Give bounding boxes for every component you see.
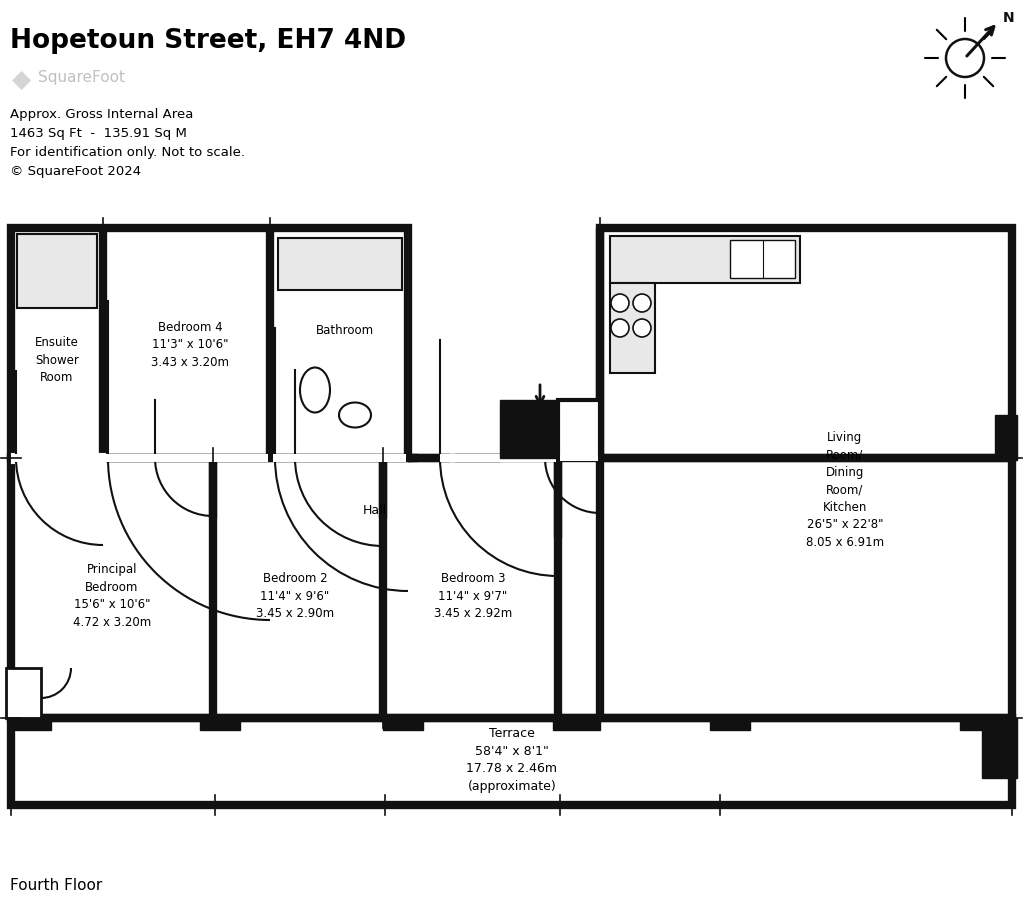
Text: ◆: ◆ xyxy=(12,68,32,92)
Text: Hopetoun Street, EH7 4ND: Hopetoun Street, EH7 4ND xyxy=(10,28,407,54)
Circle shape xyxy=(633,319,651,337)
Bar xyxy=(14,454,101,462)
Text: SquareFoot: SquareFoot xyxy=(38,70,125,85)
Bar xyxy=(995,415,1017,460)
Bar xyxy=(610,283,655,373)
Bar xyxy=(600,228,1012,458)
Text: Living
Room/
Dining
Room/
Kitchen
26'5" x 22'8"
8.05 x 6.91m: Living Room/ Dining Room/ Kitchen 26'5" … xyxy=(806,431,884,549)
Text: Terrace
58'4" x 8'1"
17.78 x 2.46m
(approximate): Terrace 58'4" x 8'1" 17.78 x 2.46m (appr… xyxy=(467,727,557,793)
Circle shape xyxy=(633,294,651,312)
Circle shape xyxy=(611,319,629,337)
Bar xyxy=(273,454,406,462)
Text: Bedroom 4
11'3" x 10'6"
3.43 x 3.20m: Bedroom 4 11'3" x 10'6" 3.43 x 3.20m xyxy=(151,321,229,369)
Text: N: N xyxy=(1002,11,1015,25)
Text: Approx. Gross Internal Area
1463 Sq Ft  -  135.91 Sq M
For identification only. : Approx. Gross Internal Area 1463 Sq Ft -… xyxy=(10,108,245,178)
Text: Bedroom 3
11'4" x 9'7"
3.45 x 2.92m: Bedroom 3 11'4" x 9'7" 3.45 x 2.92m xyxy=(434,572,512,620)
Bar xyxy=(11,718,1012,805)
Bar xyxy=(295,454,381,462)
Bar xyxy=(17,234,97,308)
Text: Fourth Floor: Fourth Floor xyxy=(10,878,102,893)
Bar xyxy=(560,455,598,461)
Bar xyxy=(440,454,556,462)
Bar xyxy=(600,228,1012,458)
Bar xyxy=(982,718,1017,778)
Bar xyxy=(558,400,600,458)
Text: Principal
Bedroom
15'6" x 10'6"
4.72 x 3.20m: Principal Bedroom 15'6" x 10'6" 4.72 x 3… xyxy=(73,564,152,629)
Bar xyxy=(710,718,750,730)
Bar xyxy=(500,400,558,458)
Bar xyxy=(11,458,1012,718)
Text: Ensuite
Shower
Room: Ensuite Shower Room xyxy=(35,336,79,384)
Bar xyxy=(11,458,1012,718)
Bar xyxy=(553,718,600,730)
Bar xyxy=(11,718,51,730)
Ellipse shape xyxy=(300,367,330,413)
Bar xyxy=(383,718,423,730)
Bar xyxy=(610,236,800,283)
Bar xyxy=(278,238,402,290)
Bar xyxy=(6,668,41,718)
Text: Bathroom: Bathroom xyxy=(316,324,374,336)
Bar xyxy=(11,228,408,458)
Ellipse shape xyxy=(339,403,371,427)
Bar xyxy=(408,228,600,458)
Bar xyxy=(730,240,795,278)
Bar xyxy=(106,454,268,462)
Circle shape xyxy=(611,294,629,312)
Bar xyxy=(11,718,1012,805)
Text: Bedroom 2
11'4" x 9'6"
3.45 x 2.90m: Bedroom 2 11'4" x 9'6" 3.45 x 2.90m xyxy=(256,572,334,620)
Bar xyxy=(200,718,240,730)
Text: Hall: Hall xyxy=(362,504,387,516)
Bar xyxy=(11,228,408,458)
Bar xyxy=(961,718,1012,730)
Bar xyxy=(155,454,211,462)
